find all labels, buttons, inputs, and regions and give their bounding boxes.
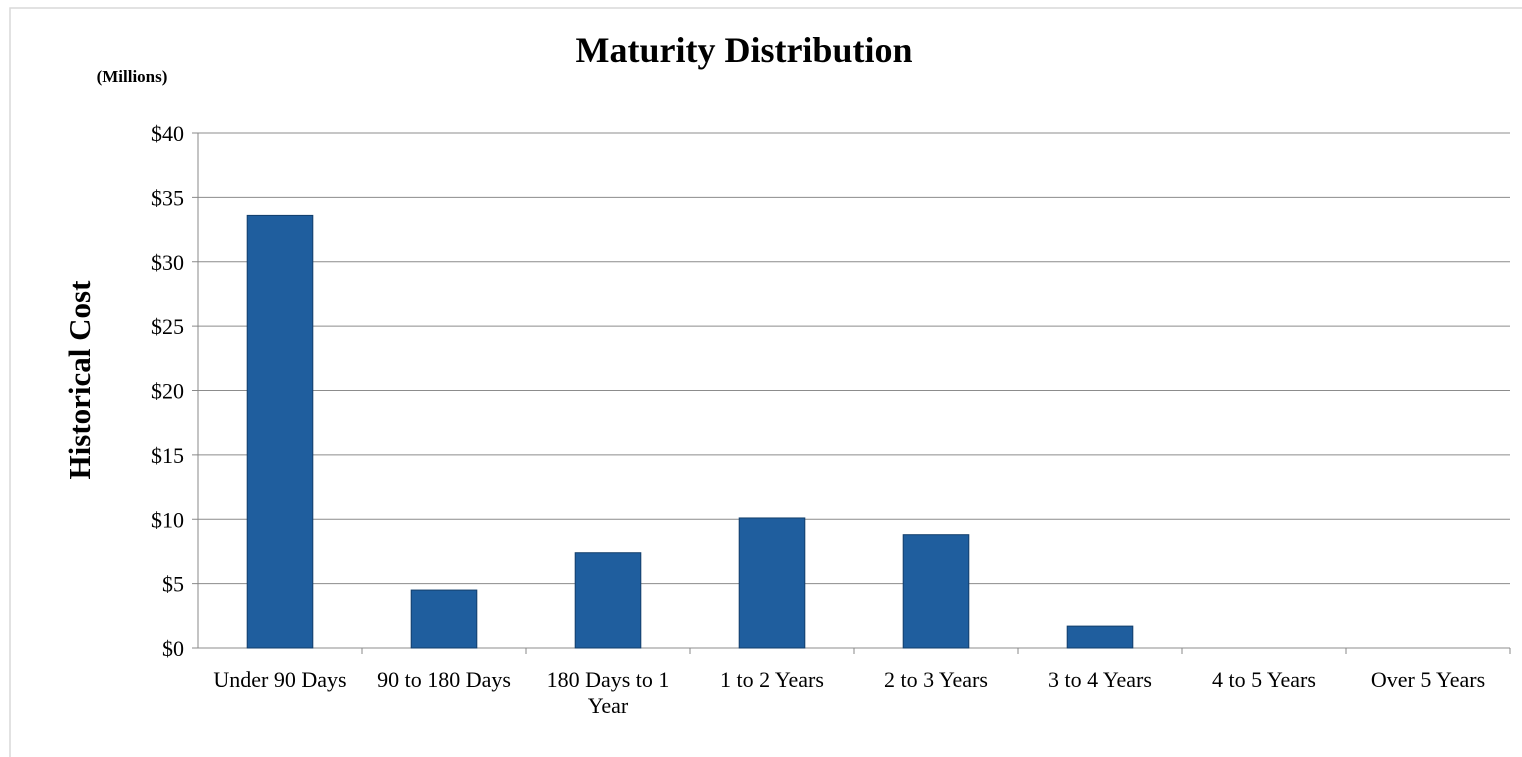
unit-label: (Millions) [97, 67, 168, 86]
y-tick-label: $25 [151, 314, 184, 339]
x-tick-label: Under 90 Days [213, 667, 347, 692]
x-tick-label: 90 to 180 Days [377, 667, 511, 692]
y-tick-label: $5 [162, 572, 184, 597]
y-axis-label: Historical Cost [62, 280, 97, 480]
x-tick-label: 1 to 2 Years [720, 667, 824, 692]
x-tick-label: 4 to 5 Years [1212, 667, 1316, 692]
bar [1066, 625, 1134, 649]
y-tick-label: $35 [151, 185, 184, 210]
x-tick-label: 2 to 3 Years [884, 667, 988, 692]
bar [902, 534, 970, 649]
y-tick-label: $15 [151, 443, 184, 468]
bar [410, 589, 478, 649]
bar [738, 517, 806, 649]
y-tick-label: $20 [151, 379, 184, 404]
bar [246, 214, 314, 649]
bar [574, 552, 642, 649]
x-tick-label: 3 to 4 Years [1048, 667, 1152, 692]
y-tick-label: $40 [151, 121, 184, 146]
x-tick-label: 180 Days to 1 Year [546, 667, 670, 718]
y-tick-label: $0 [162, 636, 184, 661]
x-tick-label: Over 5 Years [1370, 667, 1486, 692]
y-tick-label: $30 [151, 250, 184, 275]
y-tick-label: $10 [151, 507, 184, 532]
chart-title: Maturity Distribution [576, 30, 913, 70]
chart-frame [9, 7, 1522, 757]
